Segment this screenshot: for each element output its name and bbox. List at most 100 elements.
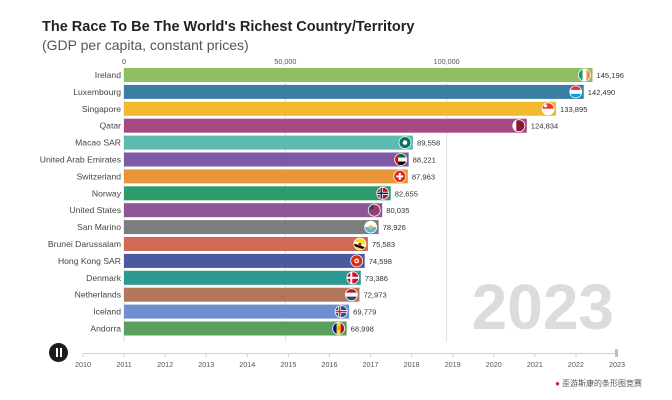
denmark-flag-icon [346, 271, 360, 285]
timeline-year-label: 2016 [321, 360, 337, 369]
category-label: Netherlands [75, 290, 121, 300]
andorra-flag-icon [332, 322, 346, 335]
credit-dot-icon: ● [555, 379, 560, 388]
iceland-flag-icon [334, 305, 348, 319]
timeline-year-label: 2011 [116, 360, 131, 369]
bar-group: Iceland 69,779 [93, 304, 376, 319]
bar [124, 169, 408, 184]
footer-credit-text: 歪游斯康的条形图竞赛 [562, 379, 642, 388]
chart-title: The Race To Be The World's Richest Count… [42, 19, 415, 35]
bar-group: Andorra 68,998 [90, 321, 374, 336]
category-label: Singapore [82, 104, 121, 114]
bar [124, 270, 361, 285]
timeline-year-label: 2010 [75, 360, 91, 369]
value-label: 88,221 [413, 156, 436, 165]
bar [124, 321, 347, 336]
footer-credit: ● 歪游斯康的条形图竞赛 [555, 378, 642, 389]
bar-group: Brunei Darussalam 75,583 [48, 237, 395, 251]
bar [124, 220, 379, 235]
bar-group: Denmark 73,386 [86, 270, 388, 285]
value-label: 74,598 [369, 257, 392, 266]
bar-group: Qatar 124,834 [100, 118, 558, 133]
bar-group: Macao SAR 89,558 [75, 135, 440, 150]
macao-flag-icon [398, 136, 412, 150]
value-label: 72,973 [363, 291, 386, 300]
x-tick-label: 50,000 [274, 57, 296, 66]
bar-group: Ireland 145,196 [95, 68, 624, 82]
bar [124, 84, 584, 99]
qatar-flag-icon [512, 119, 526, 133]
value-label: 124,834 [531, 122, 558, 131]
category-label: Hong Kong SAR [58, 256, 121, 266]
bar-group: Switzerland 87,963 [77, 169, 435, 184]
bar-group: Luxembourg 142,490 [73, 84, 615, 99]
category-label: Luxembourg [73, 87, 121, 97]
san-marino-flag-icon [364, 220, 378, 234]
netherlands-flag-icon [345, 288, 358, 302]
timeline-track[interactable] [83, 353, 617, 354]
value-label: 78,926 [383, 223, 406, 232]
category-label: Iceland [93, 307, 121, 317]
timeline-year-label: 2020 [486, 360, 502, 369]
usa-flag-icon [367, 203, 381, 217]
category-label: Denmark [86, 273, 122, 283]
value-label: 82,655 [395, 189, 418, 198]
x-tick-label: 0 [122, 57, 126, 66]
timeline-year-label: 2012 [157, 360, 173, 369]
bar [124, 101, 557, 116]
category-label: Ireland [95, 70, 121, 80]
category-label: Switzerland [77, 171, 122, 181]
bar-group: United Arab Emirates 88,221 [40, 152, 436, 167]
category-label: United States [69, 205, 121, 215]
timeline-year-label: 2013 [198, 360, 214, 369]
bar [124, 118, 527, 133]
timeline-year-label: 2017 [363, 360, 379, 369]
value-label: 142,490 [588, 88, 615, 97]
value-label: 145,196 [596, 71, 623, 80]
bar [124, 203, 383, 218]
timeline-year-label: 2014 [239, 360, 255, 369]
value-label: 80,035 [386, 206, 409, 215]
category-label: Brunei Darussalam [48, 239, 121, 249]
luxembourg-flag-icon [569, 85, 583, 99]
timeline-handle[interactable] [615, 349, 618, 357]
category-label: Qatar [100, 121, 122, 131]
bar [124, 152, 409, 167]
brunei-flag-icon [353, 237, 367, 251]
singapore-flag-icon [541, 102, 555, 116]
timeline-year-label: 2019 [445, 360, 461, 369]
bar [124, 253, 365, 268]
bar-group: San Marino 78,926 [77, 220, 406, 235]
value-label: 68,998 [351, 325, 374, 334]
x-tick-label: 100,000 [434, 57, 460, 66]
uae-flag-icon [394, 153, 408, 166]
bar [124, 287, 360, 302]
norway-flag-icon [376, 186, 390, 200]
category-label: Norway [92, 188, 122, 198]
bar [124, 304, 350, 319]
pause-button[interactable] [49, 343, 68, 362]
current-year-watermark: 2023 [471, 271, 614, 343]
ireland-flag-icon [578, 68, 591, 82]
chart-subtitle: (GDP per capita, constant prices) [42, 37, 249, 53]
category-label: Andorra [90, 324, 121, 334]
timeline-year-label: 2021 [527, 360, 543, 369]
value-label: 69,779 [353, 308, 376, 317]
timeline-year-label: 2022 [568, 360, 584, 369]
bar-group: United States 80,035 [69, 203, 409, 218]
timeline-year-label: 2015 [280, 360, 296, 369]
value-label: 75,583 [372, 240, 395, 249]
bar-group: Hong Kong SAR 74,598 [58, 253, 392, 268]
switzerland-flag-icon [393, 169, 407, 183]
timeline-year-label: 2023 [609, 360, 625, 369]
bar-group: Norway 82,655 [92, 186, 418, 201]
bar-group: Singapore 133,895 [82, 101, 587, 116]
bar-group: Netherlands 72,973 [75, 287, 387, 302]
value-label: 87,963 [412, 172, 435, 181]
bar [124, 237, 368, 251]
category-label: San Marino [77, 222, 121, 232]
value-label: 73,386 [365, 274, 388, 283]
hong-kong-flag-icon [350, 254, 364, 268]
timeline-year-label: 2018 [404, 360, 420, 369]
